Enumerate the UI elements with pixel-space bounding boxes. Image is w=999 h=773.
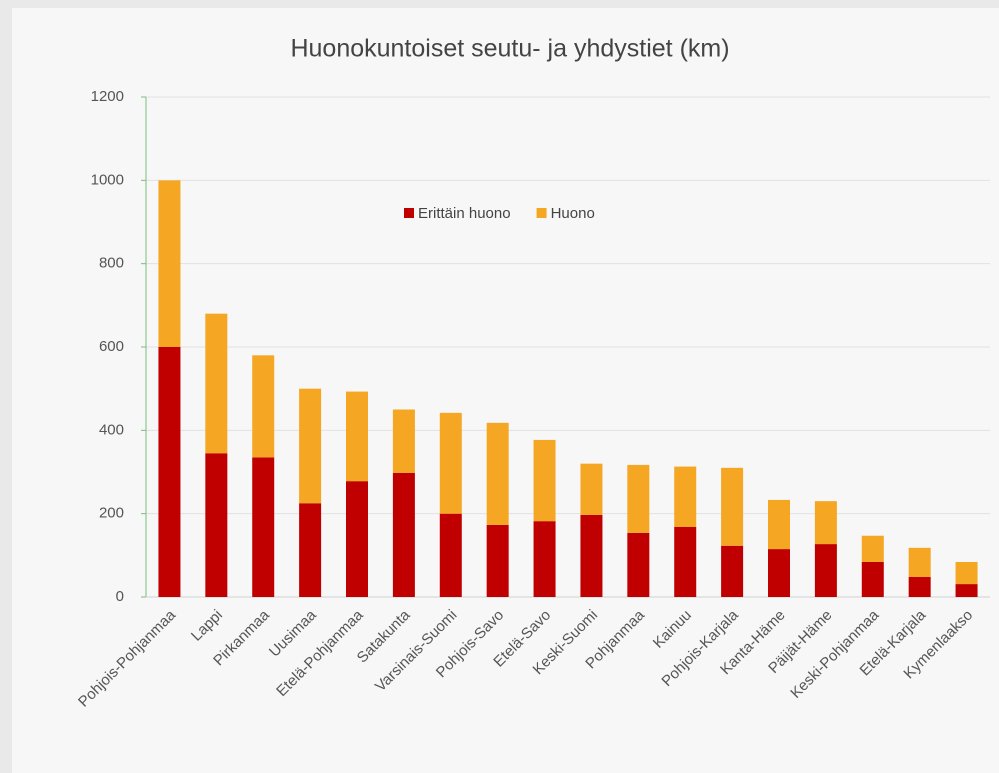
bar-segment (627, 532, 650, 597)
bar-segment (252, 355, 275, 458)
y-tick-label: 600 (99, 338, 124, 355)
legend-label: Huono (551, 205, 595, 222)
bar-segment (861, 562, 884, 597)
legend-swatch (536, 208, 547, 218)
bar-segment (533, 439, 556, 522)
bar-segment (299, 388, 322, 504)
bar-segment (955, 562, 978, 585)
bar-segment (205, 313, 228, 454)
bar-segment (205, 453, 228, 597)
y-tick-label: 0 (116, 588, 124, 605)
bar-segment (580, 463, 603, 515)
bar-segment (392, 472, 415, 597)
y-tick-label: 400 (99, 421, 124, 438)
bar-segment (439, 513, 462, 597)
bar-segment (908, 577, 931, 597)
legend-label: Erittäin huono (418, 205, 511, 222)
bar-segment (768, 549, 790, 597)
bar-segment (252, 457, 275, 597)
bar-segment (814, 544, 837, 597)
chart-title: Huonokuntoiset seutu- ja yhdystiet (km) (290, 35, 729, 63)
y-tick-label: 800 (99, 255, 124, 272)
bar-segment (580, 514, 603, 597)
bar-segment (346, 481, 368, 597)
bar-segment (158, 180, 181, 347)
bar-segment (392, 409, 415, 473)
bar-segment (486, 524, 509, 597)
bar-segment (955, 584, 978, 597)
bar-segment (814, 501, 837, 545)
bar-segment (721, 545, 744, 597)
bar-segment (721, 467, 744, 546)
bar-segment (486, 422, 509, 525)
bar-segment (627, 464, 650, 533)
y-tick-label: 200 (99, 505, 124, 522)
bar-segment (533, 521, 556, 597)
bar-segment (439, 412, 462, 514)
bar-segment (158, 347, 181, 597)
legend-swatch (404, 208, 414, 218)
y-tick-label: 1200 (91, 88, 124, 105)
bar-segment (768, 499, 790, 550)
bar-segment (861, 535, 884, 562)
bar-segment (346, 391, 368, 482)
bar-segment (674, 527, 697, 597)
y-tick-label: 1000 (91, 171, 124, 188)
bar-segment (674, 466, 697, 527)
bar-segment (299, 503, 322, 597)
bar-segment (908, 547, 931, 577)
